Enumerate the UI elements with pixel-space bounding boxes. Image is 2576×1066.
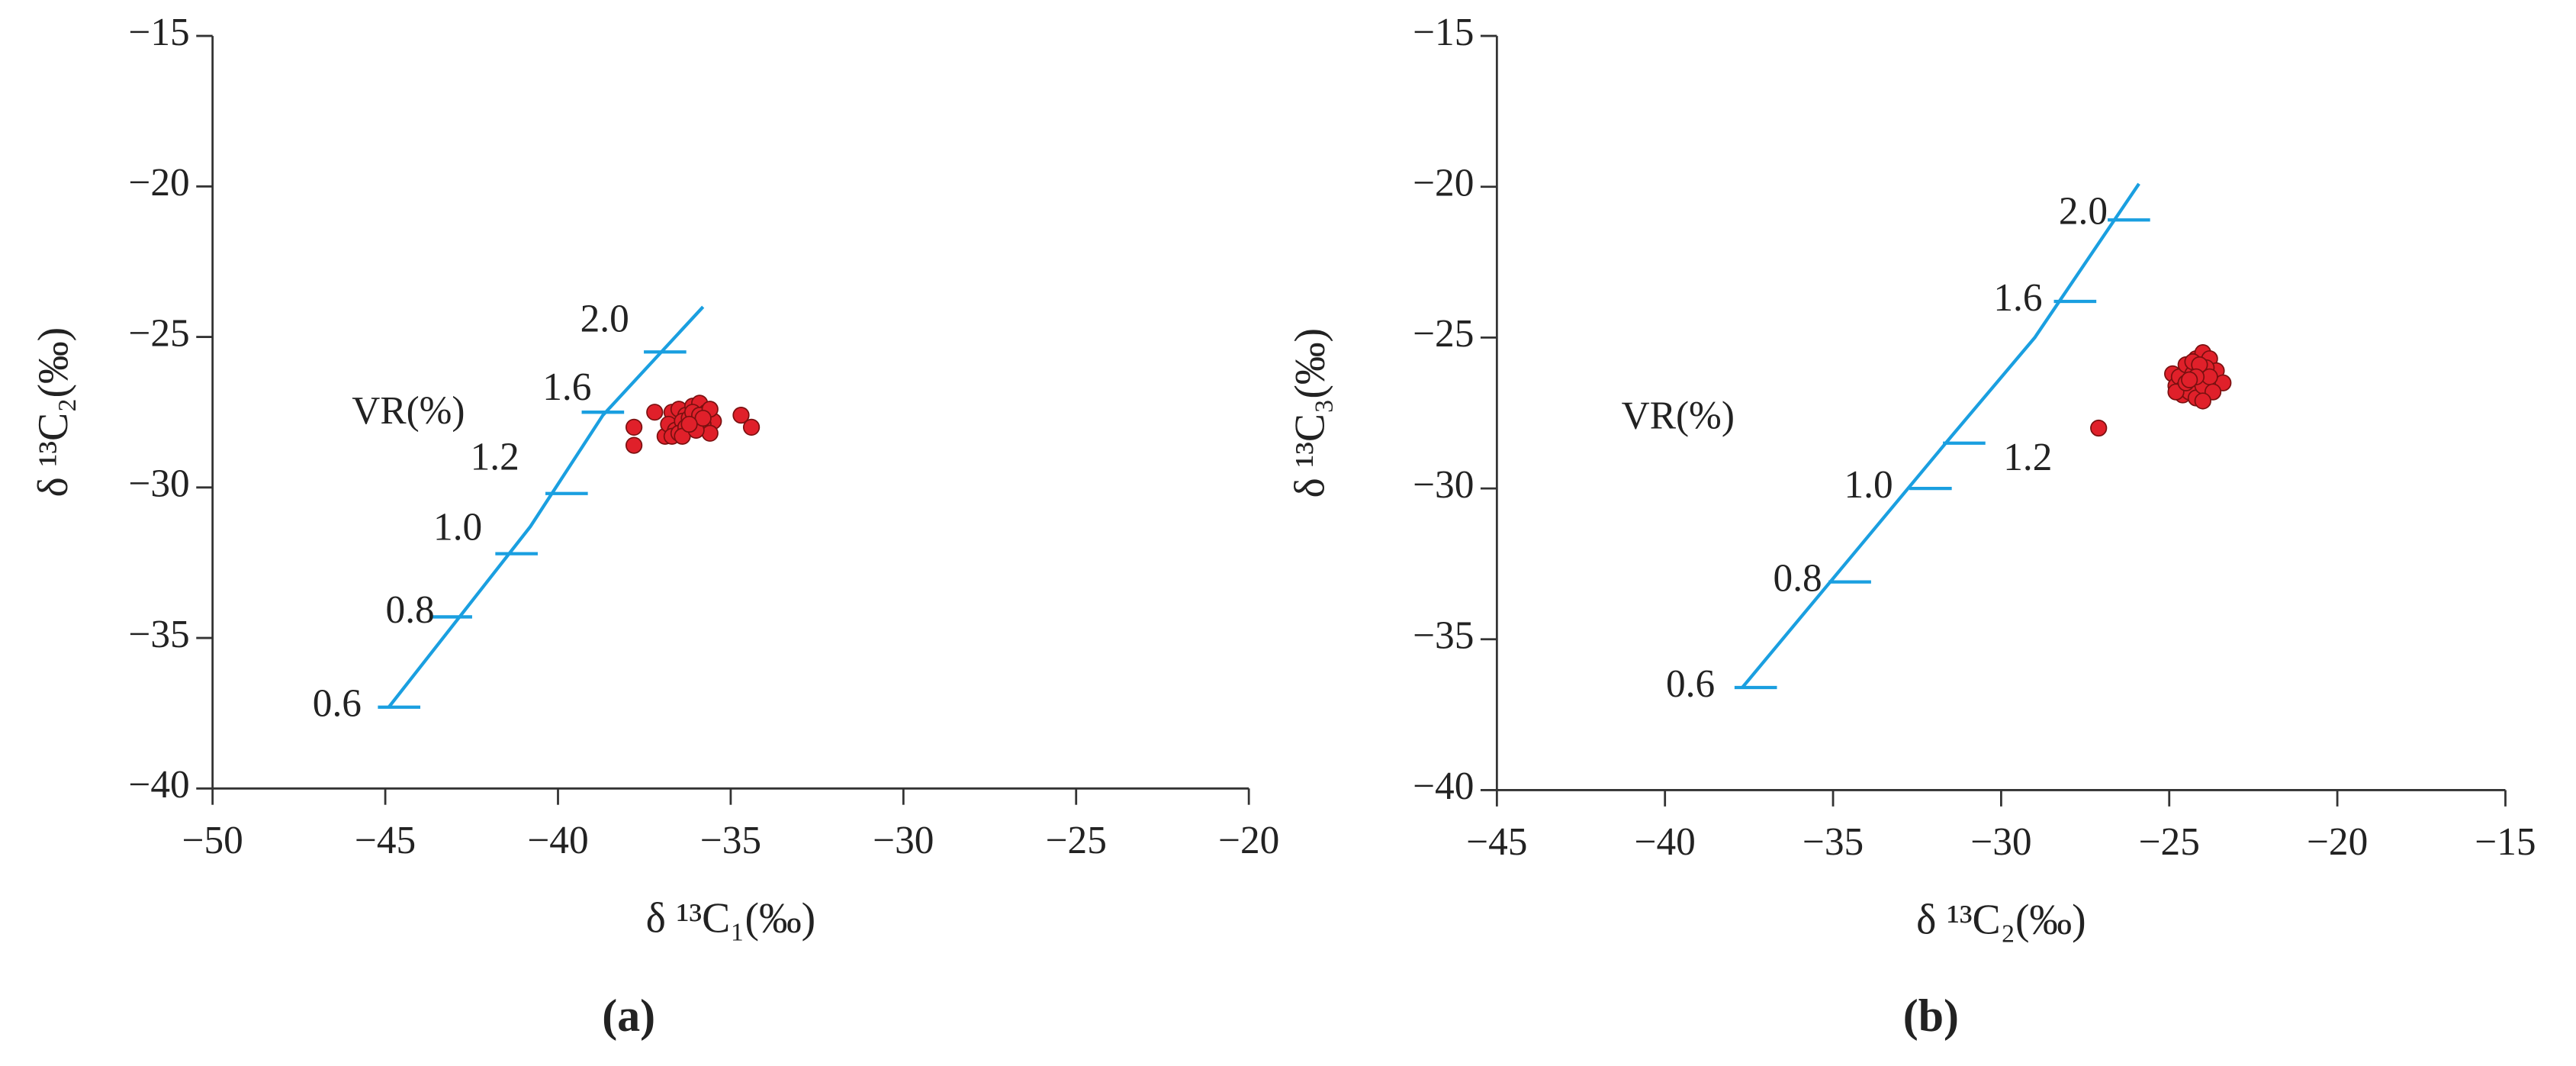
- y-tick-label: −40: [128, 763, 189, 807]
- x-axis-label: δ ¹³C₁(‰): [646, 895, 816, 942]
- annotation: VR(%): [1622, 395, 1735, 438]
- vr-label: 0.8: [1774, 556, 1822, 600]
- x-tick-label: −40: [527, 819, 588, 862]
- x-axis-label: δ ¹³C₂(‰): [1916, 897, 2086, 944]
- x-tick-label: −35: [700, 819, 761, 862]
- vr-label: 1.6: [542, 366, 591, 409]
- vr-label: 2.0: [2059, 190, 2108, 233]
- y-tick-label: −20: [128, 161, 189, 205]
- x-tick-label: −20: [2307, 820, 2368, 864]
- vr-label: 1.2: [2003, 436, 2052, 479]
- y-tick-label: −20: [1413, 162, 1474, 205]
- point: [732, 407, 750, 424]
- x-tick-label: −15: [2475, 820, 2536, 864]
- x-tick-label: −25: [1046, 819, 1107, 862]
- x-tick-label: −45: [355, 819, 416, 862]
- vr-label: 1.2: [471, 436, 519, 479]
- y-tick-label: −40: [1413, 765, 1474, 808]
- vr-label: 1.6: [1993, 276, 2042, 320]
- y-axis-label: δ ¹³C₂(‰): [30, 327, 77, 498]
- point: [2181, 371, 2198, 388]
- x-tick-label: −50: [182, 819, 243, 862]
- x-tick-label: −35: [1803, 820, 1864, 864]
- annotation: VR(%): [352, 389, 465, 433]
- y-tick-label: −25: [128, 311, 189, 355]
- y-tick-label: −30: [128, 462, 189, 506]
- vr-label: 1.0: [1844, 463, 1893, 507]
- panel-label: (b): [1903, 990, 1959, 1041]
- point: [2194, 392, 2211, 410]
- x-tick-label: −45: [1466, 820, 1527, 864]
- point: [625, 418, 643, 436]
- x-tick-label: −30: [873, 819, 934, 862]
- vr-label: 0.6: [313, 682, 362, 726]
- y-tick-label: −30: [1413, 463, 1474, 507]
- y-tick-label: −35: [128, 613, 189, 656]
- y-tick-label: −25: [1413, 312, 1474, 356]
- panel-label: (a): [602, 990, 655, 1041]
- point: [742, 418, 761, 436]
- point: [694, 409, 712, 427]
- x-tick-label: −40: [1635, 820, 1696, 864]
- vr-label: 0.8: [386, 588, 435, 632]
- y-tick-label: −15: [128, 11, 189, 54]
- vr-label: 0.6: [1666, 662, 1715, 706]
- y-axis-label: δ ¹³C₃(‰): [1286, 328, 1333, 498]
- x-tick-label: −30: [1970, 820, 2031, 864]
- point: [2090, 419, 2108, 437]
- vr-label: 2.0: [580, 298, 629, 341]
- y-tick-label: −15: [1413, 11, 1474, 54]
- x-tick-label: −25: [2139, 820, 2200, 864]
- point: [680, 415, 698, 433]
- vr-label: 1.0: [433, 505, 482, 549]
- point: [701, 424, 719, 442]
- vr-curve: [1741, 182, 2140, 689]
- y-tick-label: −35: [1413, 614, 1474, 658]
- point: [625, 436, 643, 454]
- x-tick-label: −20: [1218, 819, 1279, 862]
- point: [646, 404, 664, 421]
